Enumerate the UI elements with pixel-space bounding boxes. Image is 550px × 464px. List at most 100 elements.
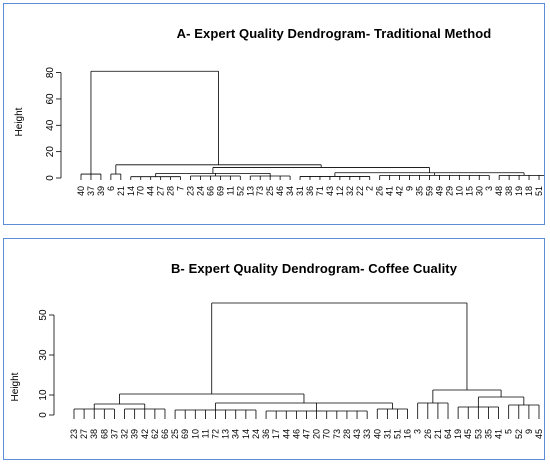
y-tick-label: 40 — [45, 119, 56, 131]
leaf-label: 46 — [275, 186, 285, 196]
y-tick-label: 20 — [45, 146, 56, 158]
leaf-label: 66 — [205, 186, 215, 196]
leaf-label: 3 — [484, 186, 494, 191]
leaf-label: 69 — [215, 186, 225, 196]
leaf-label: 17 — [271, 429, 281, 439]
leaf-label: 35 — [483, 429, 493, 439]
leaf-label: 27 — [79, 429, 89, 439]
leaf-label: 23 — [69, 429, 79, 439]
leaf-label: 52 — [235, 186, 245, 196]
leaf-label: 37 — [86, 186, 96, 196]
y-axis-label: Height — [14, 107, 25, 136]
leaf-label: 43 — [352, 429, 362, 439]
leaf-label: 44 — [281, 429, 291, 439]
leaf-label: 21 — [116, 186, 126, 196]
leaf-label: 11 — [200, 429, 210, 438]
y-tick-label: 30 — [38, 349, 49, 361]
leaf-label: 26 — [375, 186, 385, 196]
leaf-label: 10 — [454, 186, 464, 196]
leaf-label: 51 — [392, 429, 402, 439]
leaf-label: 68 — [99, 429, 109, 439]
leaf-label: 31 — [295, 186, 305, 196]
panel-b: B- Expert Quality Dendrogram- Coffee Cua… — [3, 238, 545, 460]
leaf-label: 18 — [524, 186, 534, 196]
y-axis-label: Height — [10, 372, 21, 401]
leaf-label: 38 — [504, 186, 514, 196]
leaf-label: 24 — [251, 429, 261, 439]
leaf-label: 14 — [241, 429, 251, 439]
leaf-label: 25 — [170, 429, 180, 439]
leaf-label: 25 — [265, 186, 275, 196]
chart-title-a: A- Expert Quality Dendrogram- Traditiona… — [176, 26, 492, 41]
leaf-label: 13 — [245, 186, 255, 196]
leaf-label: 31 — [382, 429, 392, 439]
leaf-label: 2 — [365, 186, 375, 191]
leaf-label: 24 — [195, 186, 205, 196]
leaf-label: 47 — [302, 429, 312, 439]
leaf-label: 27 — [156, 186, 166, 196]
leaf-label: 73 — [255, 186, 265, 196]
leaf-label: 70 — [136, 186, 146, 196]
leaf-label: 11 — [225, 186, 235, 195]
leaf-label: 39 — [96, 186, 106, 196]
leaf-label: 53 — [473, 429, 483, 439]
y-tick-label: 0 — [45, 175, 56, 181]
leaf-label: 64 — [443, 429, 453, 439]
leaf-label: 34 — [285, 186, 295, 196]
leaf-label: 6 — [106, 186, 116, 191]
leaf-label: 49 — [434, 186, 444, 196]
leaf-label: 37 — [109, 429, 119, 439]
leaf-label: 29 — [444, 186, 454, 196]
leaf-label: 12 — [335, 186, 345, 196]
leaf-label: 28 — [166, 186, 176, 196]
leaf-label: 59 — [424, 186, 434, 196]
y-tick-label: 80 — [45, 67, 56, 79]
leaf-label: 52 — [514, 429, 524, 439]
leaf-label: 15 — [464, 186, 474, 196]
leaf-label: 20 — [312, 429, 322, 439]
leaf-label: 45 — [463, 429, 473, 439]
leaf-label: 19 — [514, 186, 524, 196]
leaf-label: 41 — [385, 186, 395, 196]
leaf-label: 62 — [150, 429, 160, 439]
y-tick-label: 10 — [38, 389, 49, 401]
leaf-label: 32 — [120, 429, 130, 439]
leaf-label: 46 — [291, 429, 301, 439]
leaf-label: 71 — [315, 186, 325, 196]
y-tick-label: 50 — [38, 309, 49, 321]
leaf-label: 36 — [261, 429, 271, 439]
leaf-label: 26 — [423, 429, 433, 439]
leaf-label: 5 — [504, 429, 514, 434]
leaf-label: 44 — [146, 186, 156, 196]
leaf-label: 70 — [322, 429, 332, 439]
leaf-label: 16 — [403, 429, 413, 439]
leaf-label: 21 — [433, 429, 443, 439]
chart-title-b: B- Expert Quality Dendrogram- Coffee Cua… — [170, 261, 458, 276]
leaf-label: 9 — [405, 186, 415, 191]
leaf-label: 40 — [372, 429, 382, 439]
leaf-label: 69 — [180, 429, 190, 439]
leaf-label: 19 — [453, 429, 463, 439]
leaf-label: 34 — [231, 429, 241, 439]
leaf-label: 42 — [140, 429, 150, 439]
y-tick-label: 60 — [45, 93, 56, 105]
leaf-label: 7 — [176, 186, 186, 191]
leaf-label: 22 — [355, 186, 365, 196]
leaf-label: 33 — [362, 429, 372, 439]
leaf-label: 38 — [89, 429, 99, 439]
leaf-label: 30 — [474, 186, 484, 196]
leaf-label: 9 — [524, 429, 534, 434]
leaf-label: 35 — [415, 186, 425, 196]
leaf-label: 43 — [325, 186, 335, 196]
leaf-label: 72 — [211, 429, 221, 439]
leaf-label: 23 — [186, 186, 196, 196]
leaf-label: 3 — [413, 429, 423, 434]
leaf-label: 13 — [221, 429, 231, 439]
leaf-label: 73 — [332, 429, 342, 439]
leaf-label: 28 — [342, 429, 352, 439]
panel-a: A- Expert Quality Dendrogram- Traditiona… — [3, 3, 545, 225]
leaf-label: 10 — [190, 429, 200, 439]
leaf-label: 14 — [126, 186, 136, 196]
